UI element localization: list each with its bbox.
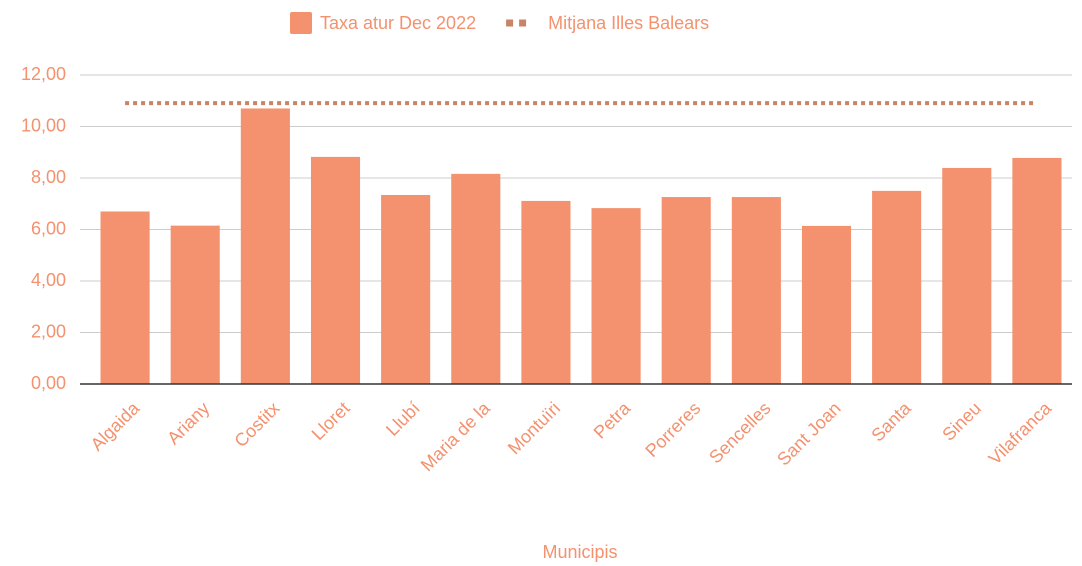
y-tick-label: 8,00 xyxy=(31,167,66,187)
bar xyxy=(661,197,711,384)
x-tick-label: Llubí xyxy=(382,398,424,440)
x-tick-label: Lloret xyxy=(308,398,354,444)
bar xyxy=(731,197,781,384)
y-tick-label: 12,00 xyxy=(21,64,66,84)
y-tick-label: 10,00 xyxy=(21,115,66,135)
x-tick-label: Petra xyxy=(590,397,635,442)
x-tick-label: Algaida xyxy=(87,397,144,454)
y-tick-label: 0,00 xyxy=(31,373,66,393)
bar xyxy=(310,156,361,384)
bar xyxy=(801,225,852,384)
bar xyxy=(521,200,571,384)
x-tick-label: Vilafranca xyxy=(985,397,1056,468)
legend-label: Mitjana Illes Balears xyxy=(548,13,709,33)
legend-swatch xyxy=(290,12,312,34)
bar xyxy=(100,211,150,384)
y-tick-label: 4,00 xyxy=(31,270,66,290)
x-tick-label: Sencelles xyxy=(705,398,774,467)
bar xyxy=(451,173,501,384)
y-tick-label: 2,00 xyxy=(31,321,66,341)
x-tick-label: Costitx xyxy=(231,398,284,451)
x-tick-label: Sineu xyxy=(938,398,985,445)
x-tick-label: Ariany xyxy=(163,398,213,448)
y-tick-label: 6,00 xyxy=(31,218,66,238)
bar xyxy=(381,194,431,384)
bar xyxy=(591,208,641,384)
x-tick-label: Porreres xyxy=(641,398,704,461)
x-tick-label: Montuïri xyxy=(504,398,564,458)
bar xyxy=(1012,157,1062,384)
x-tick-label: Maria de la xyxy=(417,397,495,475)
bar xyxy=(872,190,922,384)
x-tick-label: Santa xyxy=(867,397,915,445)
bar xyxy=(240,108,290,384)
x-axis-title: Municipis xyxy=(542,542,617,562)
bar xyxy=(942,167,992,384)
x-tick-label: Sant Joan xyxy=(773,398,844,469)
legend-label: Taxa atur Dec 2022 xyxy=(320,13,476,33)
bar xyxy=(170,225,220,384)
